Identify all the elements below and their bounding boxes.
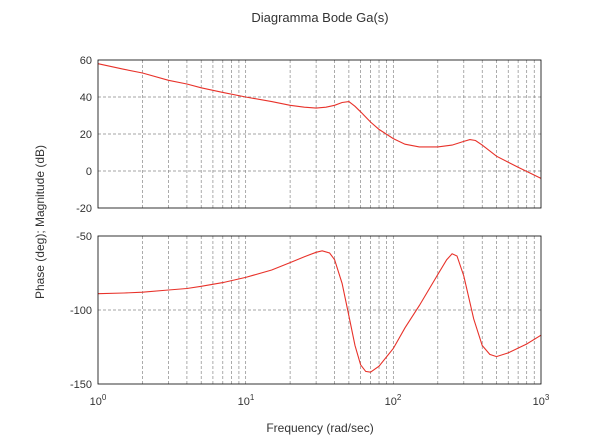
magnitude-grid [98,60,541,208]
y-axis-label: Phase (deg); Magnitude (dB) [33,145,47,299]
mag-tick-0: 0 [86,166,92,178]
phase-series-line [97,250,542,373]
mag-tick-20: 20 [80,129,92,141]
x-ticks: 100 101 102 103 [90,393,550,408]
magnitude-series-line [97,63,542,179]
x-tick-10e3: 103 [533,393,550,408]
magnitude-panel: 60 40 20 0 -20 [76,55,542,215]
phase-tick-minus50: -50 [76,231,92,243]
magnitude-y-ticks: 60 40 20 0 -20 [76,55,92,215]
phase-axes-frame [97,235,542,385]
x-tick-10e0: 100 [90,393,107,408]
phase-y-ticks: -50 -100 -150 [70,231,92,391]
mag-tick-40: 40 [80,92,92,104]
x-tick-10e1: 101 [238,393,255,408]
chart-title: Diagramma Bode Ga(s) [251,10,388,25]
phase-tick-minus150: -150 [70,379,92,391]
phase-panel: -50 -100 -150 100 101 102 103 [70,231,550,408]
x-tick-10e2: 102 [385,393,402,408]
x-axis-label: Frequency (rad/sec) [266,421,373,435]
mag-tick-60: 60 [80,55,92,67]
phase-tick-minus100: -100 [70,305,92,317]
mag-tick-minus20: -20 [76,203,92,215]
phase-grid [98,236,541,384]
magnitude-axes-frame [97,59,542,209]
